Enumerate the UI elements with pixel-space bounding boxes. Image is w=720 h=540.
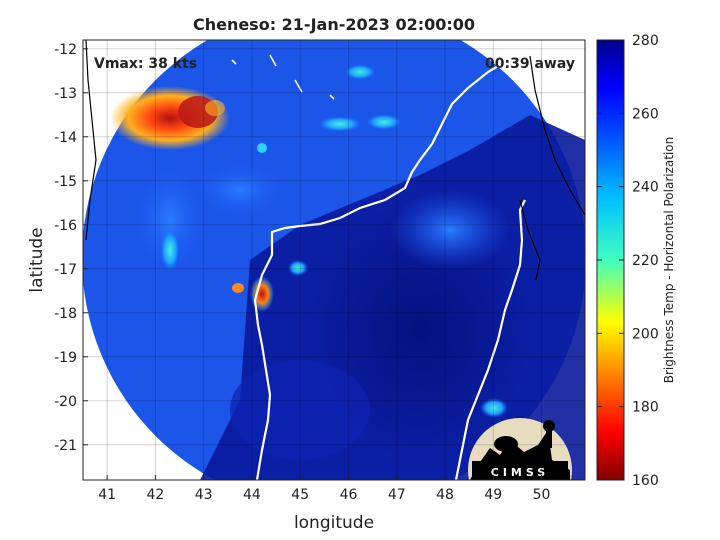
colorbar-tick-label: 180 (632, 400, 659, 416)
x-axis-ticks: 41 42 43 44 45 46 47 48 49 50 (98, 475, 550, 503)
svg-text:CIMSS: CIMSS (491, 466, 549, 479)
x-tick-label: 49 (484, 487, 502, 503)
coastline-madagascar (253, 54, 531, 480)
y-tick-label: -17 (54, 262, 77, 278)
x-tick-label: 46 (340, 487, 358, 503)
x-tick-label: 45 (291, 487, 309, 503)
x-tick-label: 50 (533, 487, 551, 503)
y-axis-label: latitude (27, 227, 47, 292)
colorbar-tick-label: 200 (632, 326, 659, 342)
colorbar-tick-label: 240 (632, 180, 659, 196)
y-tick-label: -16 (54, 218, 77, 234)
x-tick-label: 48 (436, 487, 454, 503)
colorbar-tick-label: 280 (632, 33, 659, 49)
plot-frame (82, 39, 586, 481)
time-away-label: 00:39 away (485, 56, 575, 72)
y-tick-label: -21 (54, 438, 77, 454)
y-tick-label: -14 (54, 130, 77, 146)
x-tick-label: 41 (98, 487, 116, 503)
cimss-logo: CIMSS (468, 418, 572, 480)
x-tick-label: 44 (243, 487, 261, 503)
x-tick-label: 43 (195, 487, 213, 503)
y-axis-ticks: -12 -13 -14 -15 -16 -17 -18 -19 -20 -21 (54, 42, 88, 454)
colorbar-ticks: 280 260 240 220 200 180 160 (597, 33, 659, 489)
x-tick-label: 47 (388, 487, 406, 503)
y-tick-label: -13 (54, 86, 77, 102)
colorbar-label: Brightness Temp - Horizontal Polarizatio… (662, 137, 676, 384)
coastline-africa (85, 40, 97, 241)
map-title: Cheneso: 21-Jan-2023 02:00:00 (193, 15, 475, 34)
colorbar-tick-label: 260 (632, 106, 659, 122)
y-tick-label: -15 (54, 174, 77, 190)
vmax-label: Vmax: 38 kts (94, 56, 197, 72)
coastline-island (454, 199, 526, 480)
grid-lines (83, 40, 585, 480)
warm-feature-coast (250, 276, 274, 312)
plot-area: CIMSS (83, 40, 585, 480)
y-tick-label: -18 (54, 306, 77, 322)
x-axis-label: longitude (294, 513, 374, 533)
y-tick-label: -12 (54, 42, 77, 58)
y-tick-label: -19 (54, 350, 77, 366)
y-tick-label: -20 (54, 394, 77, 410)
x-tick-label: 42 (146, 487, 164, 503)
colorbar-tick-label: 160 (632, 473, 659, 489)
colorbar-tick-label: 220 (632, 253, 659, 269)
